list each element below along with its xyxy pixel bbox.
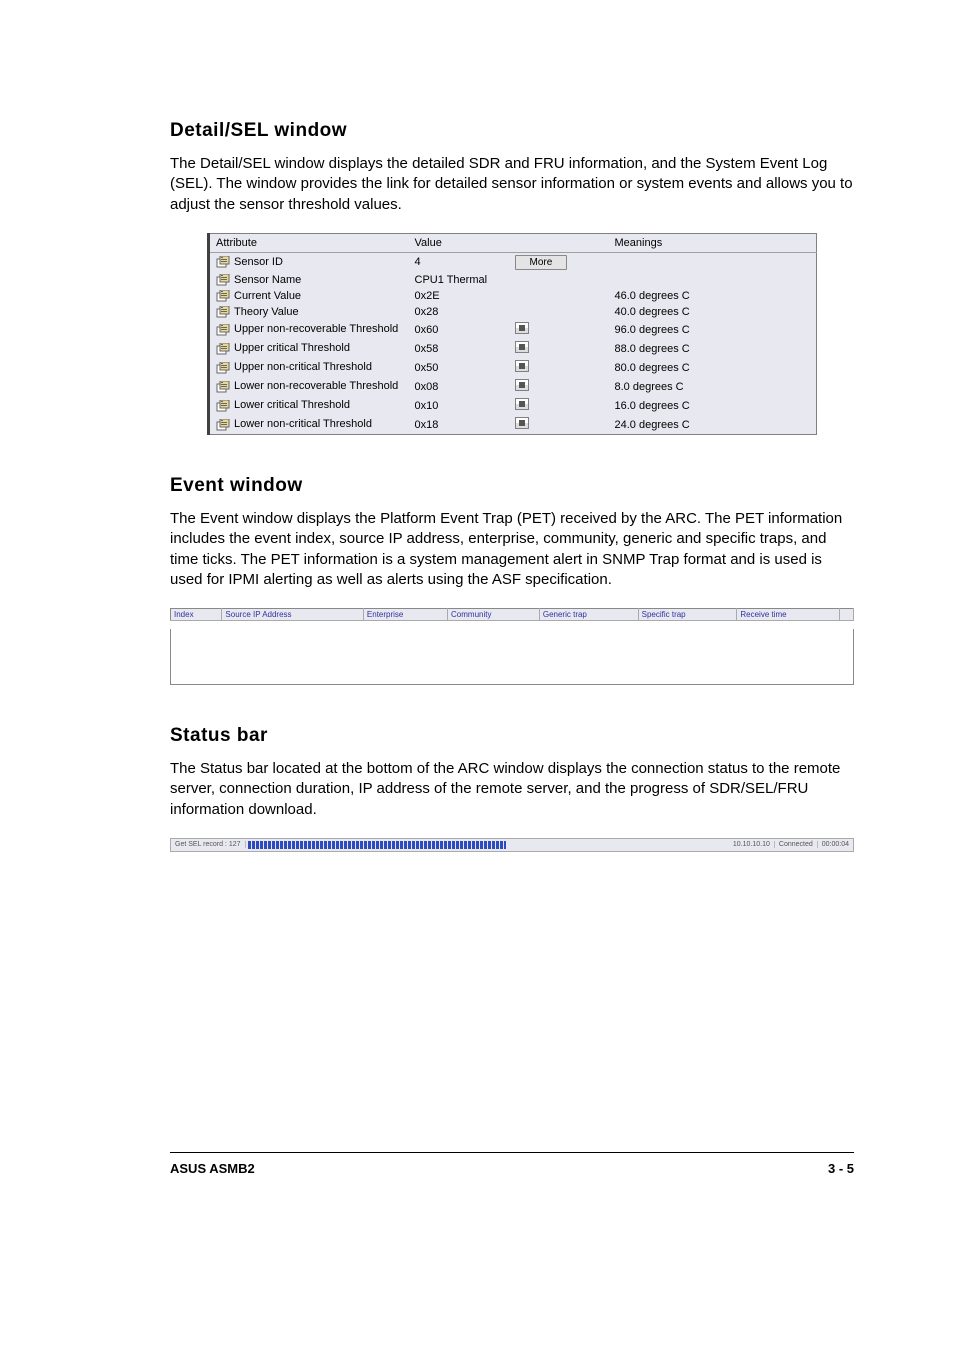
threshold-spinner[interactable] [515, 379, 529, 391]
detail-sel-paragraph: The Detail/SEL window displays the detai… [170, 154, 854, 215]
event-heading: Event window [170, 475, 854, 497]
cell-value: 0x28 [409, 304, 509, 320]
status-time: 00:00:04 [818, 841, 853, 848]
more-button[interactable]: More [515, 255, 568, 270]
table-row: Sensor ID4 More [209, 252, 817, 272]
table-row: Lower non-recoverable Threshold0x08 8.0 d… [209, 377, 817, 396]
cell-attribute: Upper non-critical Threshold [209, 358, 409, 377]
status-paragraph: The Status bar located at the bottom of … [170, 759, 854, 820]
cell-control [509, 339, 609, 358]
status-heading: Status bar [170, 725, 854, 747]
cell-value: 0x2E [409, 288, 509, 304]
cell-control [509, 304, 609, 320]
detail-sel-section: Detail/SEL window The Detail/SEL window … [170, 120, 854, 435]
cell-attribute: Upper critical Threshold [209, 339, 409, 358]
cell-meaning: 8.0 degrees C [609, 377, 817, 396]
event-col: Receive time [737, 609, 840, 621]
threshold-spinner[interactable] [515, 341, 529, 353]
cell-value: 0x60 [409, 320, 509, 339]
status-bar: Get SEL record : 127 10.10.10.10 Connect… [170, 838, 854, 852]
threshold-spinner[interactable] [515, 322, 529, 334]
cell-attribute: Theory Value [209, 304, 409, 320]
event-col: Index [171, 609, 222, 621]
cell-value: 0x50 [409, 358, 509, 377]
cell-value: 0x10 [409, 396, 509, 415]
cell-control [509, 320, 609, 339]
event-col [840, 609, 854, 621]
cell-meaning: 40.0 degrees C [609, 304, 817, 320]
status-task: Get SEL record : 127 [171, 841, 246, 848]
cell-attribute: Sensor Name [209, 272, 409, 288]
status-ip: 10.10.10.10 [729, 841, 775, 848]
cell-value: 0x58 [409, 339, 509, 358]
col-value: Value [409, 233, 509, 252]
cell-value: 0x08 [409, 377, 509, 396]
footer-left: ASUS ASMB2 [170, 1161, 255, 1176]
cell-meaning: 96.0 degrees C [609, 320, 817, 339]
cell-meaning [609, 272, 817, 288]
table-row: Lower critical Threshold0x10 16.0 degrees… [209, 396, 817, 415]
cell-meaning [609, 252, 817, 272]
cell-attribute: Sensor ID [209, 252, 409, 272]
table-row: Upper non-critical Threshold0x50 80.0 deg… [209, 358, 817, 377]
col-control [509, 233, 609, 252]
table-row: Lower non-critical Threshold0x18 24.0 deg… [209, 415, 817, 435]
detail-sel-heading: Detail/SEL window [170, 120, 854, 142]
cell-meaning: 80.0 degrees C [609, 358, 817, 377]
event-paragraph: The Event window displays the Platform E… [170, 509, 854, 590]
cell-control [509, 377, 609, 396]
cell-value: 4 [409, 252, 509, 272]
cell-control [509, 396, 609, 415]
cell-attribute: Current Value [209, 288, 409, 304]
event-col: Community [448, 609, 540, 621]
threshold-spinner[interactable] [515, 360, 529, 372]
cell-attribute: Lower critical Threshold [209, 396, 409, 415]
cell-meaning: 16.0 degrees C [609, 396, 817, 415]
threshold-spinner[interactable] [515, 398, 529, 410]
table-row: Upper critical Threshold0x58 88.0 degrees… [209, 339, 817, 358]
event-col: Generic trap [539, 609, 638, 621]
event-col: Source IP Address [222, 609, 364, 621]
cell-control [509, 415, 609, 435]
status-progress-wrap [246, 841, 729, 849]
table-row: Sensor NameCPU1 Thermal [209, 272, 817, 288]
cell-attribute: Lower non-recoverable Threshold [209, 377, 409, 396]
table-row: Theory Value0x28 40.0 degrees C [209, 304, 817, 320]
cell-attribute: Lower non-critical Threshold [209, 415, 409, 435]
event-section: Event window The Event window displays t… [170, 475, 854, 685]
table-row: Current Value0x2E 46.0 degrees C [209, 288, 817, 304]
status-progress [248, 841, 507, 849]
col-meanings: Meanings [609, 233, 817, 252]
cell-meaning: 88.0 degrees C [609, 339, 817, 358]
threshold-spinner[interactable] [515, 417, 529, 429]
event-col: Enterprise [363, 609, 447, 621]
cell-meaning: 24.0 degrees C [609, 415, 817, 435]
page-footer: ASUS ASMB2 3 - 5 [170, 1152, 854, 1176]
table-row: Upper non-recoverable Threshold0x60 96.0 … [209, 320, 817, 339]
event-col: Specific trap [638, 609, 737, 621]
cell-attribute: Upper non-recoverable Threshold [209, 320, 409, 339]
cell-control: More [509, 252, 609, 272]
cell-control [509, 288, 609, 304]
cell-control [509, 272, 609, 288]
footer-right: 3 - 5 [828, 1161, 854, 1176]
status-section: Status bar The Status bar located at the… [170, 725, 854, 852]
status-conn: Connected [775, 841, 818, 848]
cell-value: CPU1 Thermal [409, 272, 509, 288]
detail-sel-table: Attribute Value Meanings Sensor ID4MoreS… [207, 233, 817, 435]
cell-value: 0x18 [409, 415, 509, 435]
event-table-body [170, 629, 854, 685]
cell-control [509, 358, 609, 377]
cell-meaning: 46.0 degrees C [609, 288, 817, 304]
event-table: IndexSource IP AddressEnterpriseCommunit… [170, 608, 854, 621]
col-attribute: Attribute [209, 233, 409, 252]
